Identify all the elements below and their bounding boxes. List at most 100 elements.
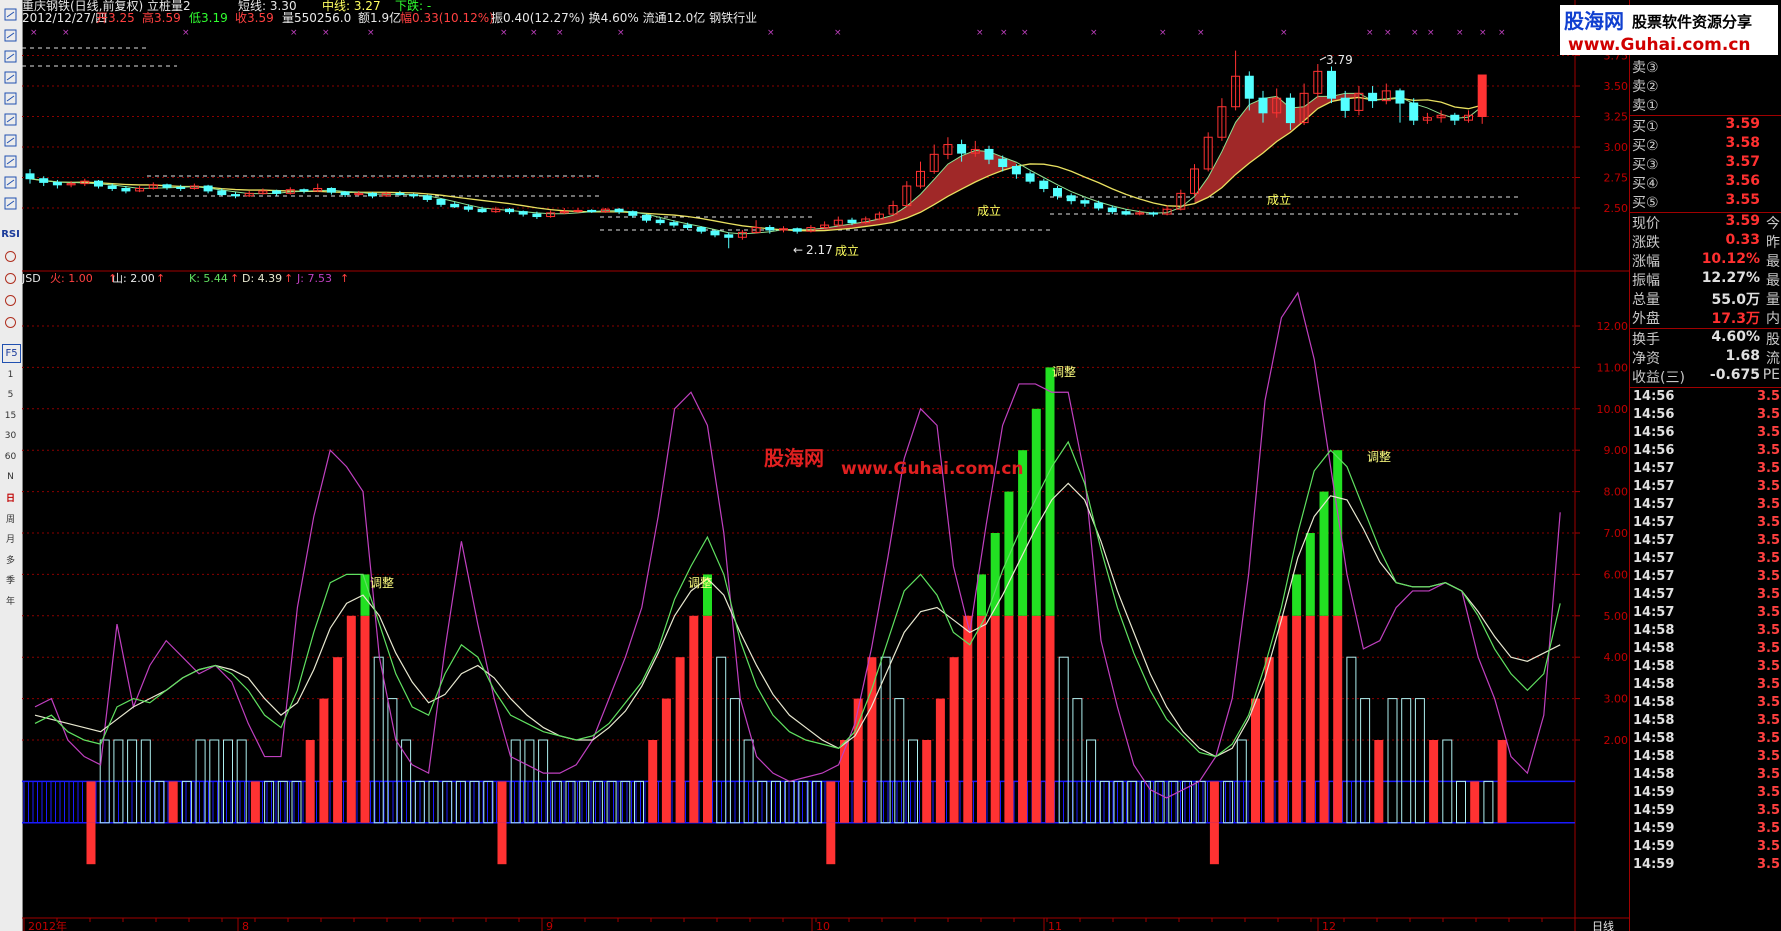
tick-time: 14:57 xyxy=(1633,497,1675,512)
candle-body xyxy=(902,185,912,207)
tick-time: 14:59 xyxy=(1633,839,1675,854)
f5-button[interactable]: F5 xyxy=(2,344,21,363)
tick-price: 3.5 xyxy=(1756,731,1780,746)
calc-icon[interactable] xyxy=(2,132,19,149)
tick-row: 14:58 3.5 xyxy=(1630,659,1781,677)
f10-icon[interactable] xyxy=(2,111,19,128)
tick-time: 14:59 xyxy=(1633,785,1675,800)
tick-price: 3.5 xyxy=(1756,623,1780,638)
jsd-bar-green xyxy=(1305,533,1315,616)
jsd-bar-cyan xyxy=(1058,656,1069,824)
period-年[interactable]: 年 xyxy=(5,596,15,607)
period-多[interactable]: 多 xyxy=(5,555,15,566)
period-季[interactable]: 季 xyxy=(5,576,15,586)
candle-body xyxy=(600,208,610,213)
stat-3: 振幅 12.27% 最 xyxy=(1630,270,1781,289)
tick-row: 14:57 3.5 xyxy=(1630,587,1781,605)
period-30[interactable]: 30 xyxy=(4,431,17,441)
period-日[interactable]: 日 xyxy=(5,494,15,504)
candle-body xyxy=(409,194,419,197)
tick-row: 14:58 3.5 xyxy=(1630,641,1781,659)
candle-body xyxy=(135,187,145,192)
top-marker: × xyxy=(976,28,984,38)
period-1[interactable]: 1 xyxy=(7,369,14,380)
candle-body xyxy=(847,219,857,224)
stat2-1: 净资 1.68 流 xyxy=(1630,348,1781,367)
candle-body xyxy=(1436,114,1446,119)
jsd-bar-red xyxy=(867,657,877,823)
ind-tick-label: 11.00 xyxy=(1597,361,1629,374)
period-15[interactable]: 15 xyxy=(4,410,17,421)
candle-body xyxy=(66,183,76,186)
jsd-bar-cyan xyxy=(1414,698,1425,824)
stat-5-value: 17.3万 xyxy=(1711,311,1760,327)
move-icon[interactable] xyxy=(2,270,19,287)
jsd-bar-red xyxy=(853,698,863,823)
jsd-bar-red xyxy=(1004,615,1014,823)
candle-body xyxy=(80,180,90,185)
period-60[interactable]: 60 xyxy=(4,451,17,462)
money-icon[interactable] xyxy=(2,248,19,265)
export-icon[interactable] xyxy=(2,292,19,309)
jsd-bar-negative xyxy=(826,822,836,865)
zoom-icon[interactable] xyxy=(2,195,19,212)
candlesticks[interactable] xyxy=(25,50,1487,249)
shan-arrow: ↑ xyxy=(156,272,165,285)
tick-price: 3.5 xyxy=(1756,857,1780,872)
jsd-bar-red xyxy=(1470,781,1480,823)
period-N[interactable]: N xyxy=(7,472,14,482)
line-tool-icon[interactable] xyxy=(2,27,19,44)
top-marker: × xyxy=(1456,28,1464,38)
jsd-bar-red xyxy=(86,781,96,823)
jsd-bar-cyan xyxy=(428,780,439,824)
ind-tick-label: 7.00 xyxy=(1604,527,1629,540)
indicator-shan: 山: 2.00 xyxy=(112,272,155,285)
tick-time: 14:59 xyxy=(1633,857,1675,872)
candle-body xyxy=(450,203,460,208)
tick-time: 14:57 xyxy=(1633,461,1675,476)
jsd-bar-cyan xyxy=(1086,739,1097,824)
chart-icon[interactable] xyxy=(2,90,19,107)
chart-area[interactable]: 重庆钢铁(日线,前复权) 立桩量2 短线: 3.30 中线: 3.27 下跌: … xyxy=(22,0,1629,931)
candle-body xyxy=(792,228,802,232)
menu-icon[interactable] xyxy=(2,6,19,23)
trend-icon[interactable] xyxy=(2,48,19,65)
tick-time: 14:58 xyxy=(1633,695,1675,710)
candle-body xyxy=(532,213,542,218)
candle-body xyxy=(1409,102,1419,121)
top-marker: × xyxy=(767,28,775,38)
stat-4-extra: 量 xyxy=(1766,292,1780,308)
info-amount: 额1.9亿 xyxy=(358,10,401,25)
separator xyxy=(1630,328,1781,329)
candle-body xyxy=(1450,114,1460,121)
jsd-bar-red xyxy=(963,615,973,823)
candle-body xyxy=(1272,97,1282,114)
rsi-button[interactable]: RSI xyxy=(1,229,20,240)
pencil-icon[interactable] xyxy=(2,314,19,331)
jsd-bar-cyan xyxy=(880,656,891,824)
jsd-bar-red xyxy=(826,781,836,823)
period-月[interactable]: 月 xyxy=(5,535,15,545)
candle-body xyxy=(381,192,391,197)
top-marker: × xyxy=(1021,28,1029,38)
stat2-2-extra: PE xyxy=(1762,367,1780,383)
jsd-bar-cyan xyxy=(1442,739,1453,824)
candle-body xyxy=(1313,70,1323,94)
tick-price: 3.5 xyxy=(1756,695,1780,710)
jsd-bar-cyan xyxy=(798,780,809,824)
jsd-bar-negative xyxy=(86,822,96,865)
tick-price: 3.5 xyxy=(1756,803,1780,818)
jsd-bar-cyan xyxy=(209,739,220,824)
tick-row: 14:57 3.5 xyxy=(1630,461,1781,479)
candle-body xyxy=(710,230,720,236)
bar-icon[interactable] xyxy=(2,69,19,86)
ind-tick-label: 12.00 xyxy=(1597,320,1629,333)
x-tick-label: 2012年 xyxy=(28,919,67,931)
f12-icon[interactable] xyxy=(2,153,19,170)
period-5[interactable]: 5 xyxy=(7,390,14,400)
stat-4-label: 总量 xyxy=(1632,292,1660,308)
period-周[interactable]: 周 xyxy=(5,514,15,525)
buy-level-5-value: 3.55 xyxy=(1725,192,1760,208)
f10b-icon[interactable] xyxy=(2,174,19,191)
top-marker: × xyxy=(1384,28,1392,38)
